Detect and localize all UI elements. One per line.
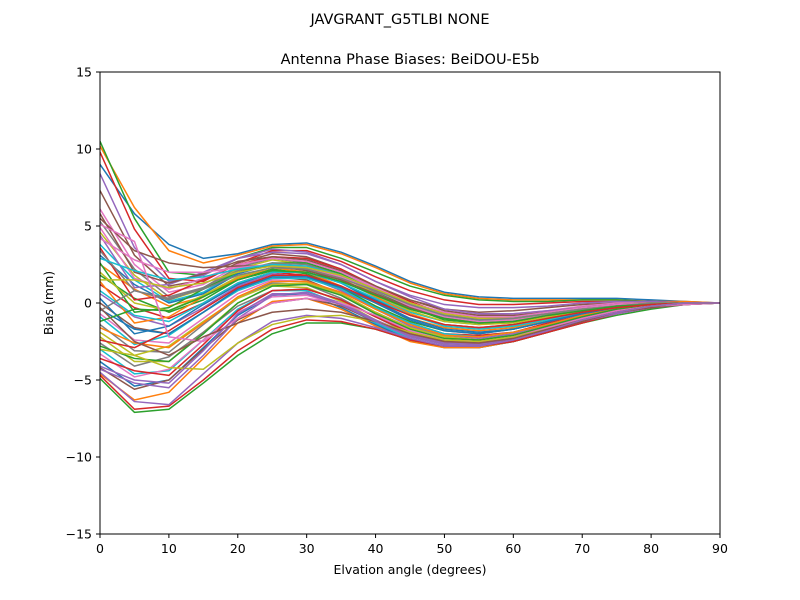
- y-tick-label: 10: [76, 142, 92, 157]
- y-axis-label: Bias (mm): [41, 271, 56, 335]
- y-tick-label: 0: [84, 296, 92, 311]
- y-tick-label: −15: [66, 527, 92, 542]
- x-tick-label: 90: [712, 541, 728, 556]
- series-line-56: [100, 293, 720, 384]
- x-tick-label: 10: [161, 541, 177, 556]
- y-tick-label: 5: [84, 219, 92, 234]
- x-axis: 0 10 20 30 40 50 60 70 80 90: [96, 534, 728, 556]
- x-tick-label: 80: [643, 541, 659, 556]
- y-tick-label: −10: [66, 450, 92, 465]
- series-line-5: [100, 173, 720, 309]
- x-tick-label: 40: [368, 541, 384, 556]
- x-tick-label: 50: [436, 541, 452, 556]
- figure-suptitle: JAVGRANT_G5TLBI NONE: [309, 12, 489, 28]
- series-line-43: [100, 283, 720, 363]
- x-tick-label: 0: [96, 541, 104, 556]
- series-line-1: [100, 163, 720, 304]
- series-line-52: [100, 274, 720, 349]
- series-line-51: [100, 269, 720, 324]
- x-axis-label: Elvation angle (degrees): [333, 562, 486, 577]
- x-tick-label: 30: [299, 541, 315, 556]
- chart-title: Antenna Phase Biases: BeiDOU-E5b: [281, 52, 540, 68]
- series-line-53: [100, 223, 720, 343]
- y-tick-label: 15: [76, 65, 92, 80]
- y-axis: −15 −10 −5 0 5 10 15: [66, 65, 100, 542]
- series-layer: [100, 140, 720, 414]
- x-tick-label: 70: [574, 541, 590, 556]
- x-tick-label: 60: [505, 541, 521, 556]
- series-line-25: [100, 302, 720, 406]
- y-tick-label: −5: [74, 373, 92, 388]
- x-tick-label: 20: [230, 541, 246, 556]
